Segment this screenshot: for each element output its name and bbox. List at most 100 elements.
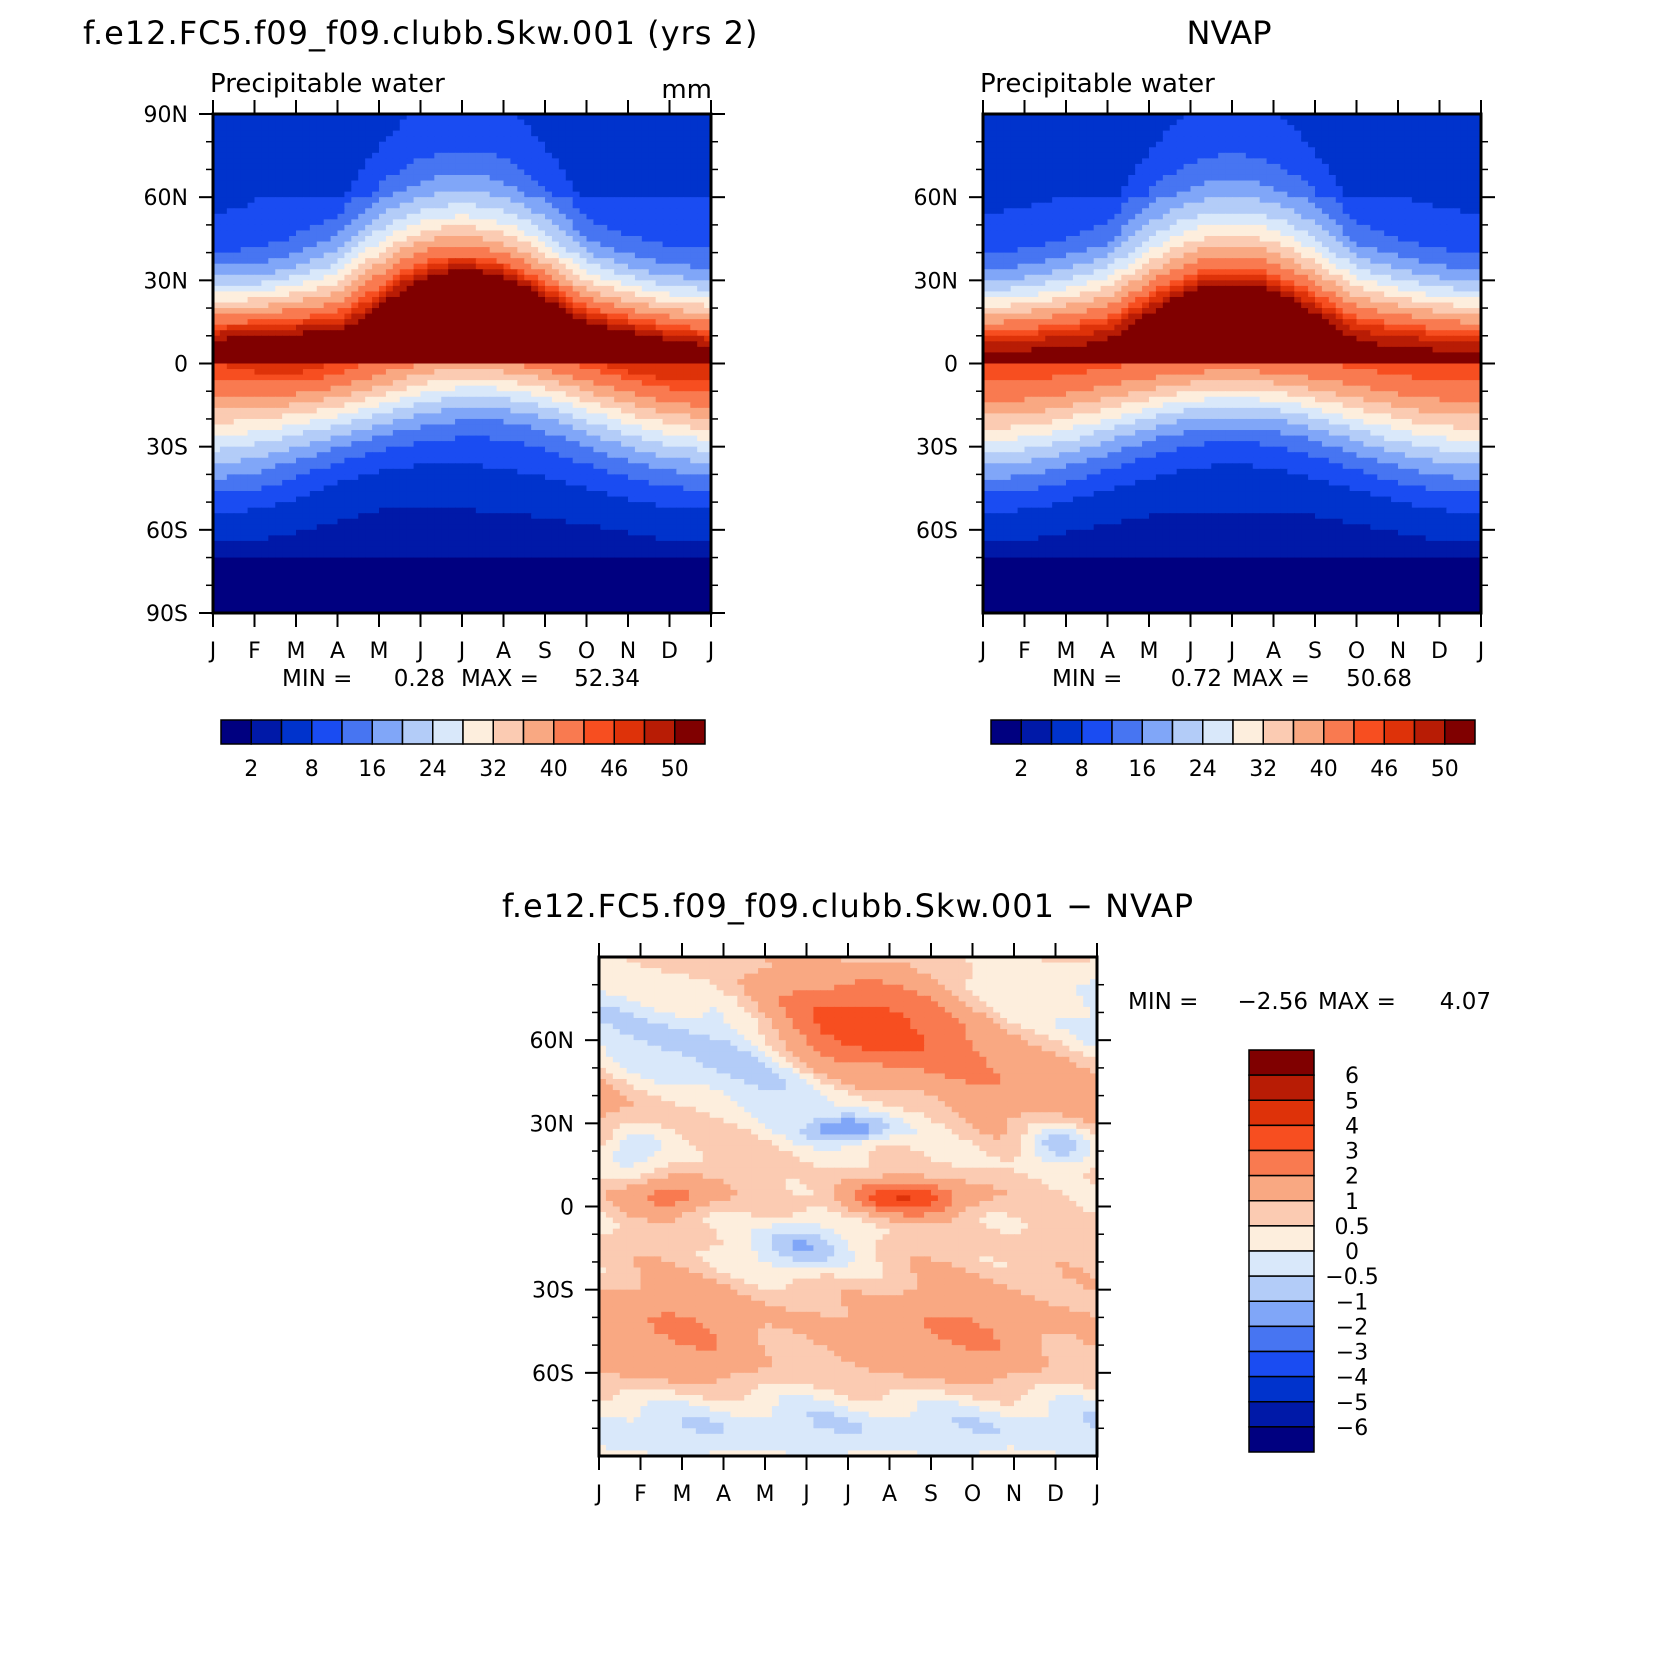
model-heatmap-cell xyxy=(676,364,684,370)
model-heatmap-cell xyxy=(462,458,470,464)
model-heatmap-cell xyxy=(531,164,539,170)
model-heatmap-cell xyxy=(573,153,581,159)
model-heatmap-cell xyxy=(524,192,532,198)
model-heatmap-cell xyxy=(358,485,366,491)
model-heatmap-cell xyxy=(538,375,546,381)
model-heatmap-cell xyxy=(552,291,560,297)
model-heatmap-cell xyxy=(441,208,449,214)
model-heatmap-cell xyxy=(358,458,366,464)
model-heatmap-cell xyxy=(607,430,615,436)
model-heatmap-cell xyxy=(421,369,429,375)
model-heatmap-cell xyxy=(261,375,269,381)
model-heatmap-cell xyxy=(448,341,456,347)
model-heatmap-cell xyxy=(490,436,498,442)
model-heatmap-cell xyxy=(663,469,671,475)
model-heatmap-cell xyxy=(552,192,560,198)
model-heatmap-cell xyxy=(331,158,339,164)
model-heatmap-cell xyxy=(656,369,664,375)
model-heatmap-cell xyxy=(372,291,380,297)
model-heatmap-cell xyxy=(441,452,449,458)
model-heatmap-cell xyxy=(379,386,387,392)
model-heatmap-cell xyxy=(261,169,269,175)
model-heatmap-cell xyxy=(587,375,595,381)
model-heatmap-cell xyxy=(407,225,415,231)
model-heatmap-cell xyxy=(441,319,449,325)
model-heatmap-cell xyxy=(628,341,636,347)
model-heatmap-cell xyxy=(573,325,581,331)
model-heatmap-cell xyxy=(393,258,401,264)
model-heatmap-cell xyxy=(566,147,574,153)
model-heatmap-cell xyxy=(234,258,242,264)
model-heatmap-cell xyxy=(628,208,636,214)
model-heatmap-cell xyxy=(455,430,463,436)
model-heatmap-cell xyxy=(331,197,339,203)
model-heatmap-cell xyxy=(676,297,684,303)
model-heatmap-cell xyxy=(331,314,339,320)
model-heatmap-cell xyxy=(566,375,574,381)
model-heatmap-cell xyxy=(600,197,608,203)
model-heatmap-cell xyxy=(344,364,352,370)
model-heatmap-cell xyxy=(234,308,242,314)
model-heatmap-cell xyxy=(517,214,525,220)
model-heatmap-cell xyxy=(317,436,325,442)
model-heatmap-cell xyxy=(573,242,581,248)
model-heatmap-cell xyxy=(524,203,532,209)
model-heatmap-cell xyxy=(255,491,263,497)
model-heatmap-cell xyxy=(614,203,622,209)
model-heatmap-cell xyxy=(545,480,553,486)
model-heatmap-cell xyxy=(580,325,588,331)
model-heatmap-cell xyxy=(407,142,415,148)
model-heatmap-cell xyxy=(372,286,380,292)
model-heatmap-cell xyxy=(289,264,297,270)
model-heatmap-cell xyxy=(407,297,415,303)
model-heatmap-cell xyxy=(607,225,615,231)
model-heatmap-cell xyxy=(510,175,518,181)
model-heatmap-cell xyxy=(628,424,636,430)
model-heatmap-cell xyxy=(261,419,269,425)
model-heatmap-cell xyxy=(476,291,484,297)
model-heatmap-cell xyxy=(386,186,394,192)
model-heatmap-cell xyxy=(434,336,442,342)
model-heatmap-cell xyxy=(386,136,394,142)
model-heatmap-cell xyxy=(248,369,256,375)
model-heatmap-cell xyxy=(414,303,422,309)
model-heatmap-cell xyxy=(234,142,242,148)
model-heatmap-cell xyxy=(490,347,498,353)
model-heatmap-cell xyxy=(220,197,228,203)
model-heatmap-cell xyxy=(663,413,671,419)
model-heatmap-cell xyxy=(220,391,228,397)
model-heatmap-cell xyxy=(566,413,574,419)
model-heatmap-cell xyxy=(441,474,449,480)
model-heatmap-cell xyxy=(448,131,456,137)
model-heatmap-cell xyxy=(393,203,401,209)
model-heatmap-cell xyxy=(524,236,532,242)
model-heatmap-cell xyxy=(607,230,615,236)
model-heatmap-cell xyxy=(573,452,581,458)
model-heatmap-cell xyxy=(642,136,650,142)
model-heatmap-cell xyxy=(358,336,366,342)
model-heatmap-cell xyxy=(434,208,442,214)
model-heatmap-cell xyxy=(600,253,608,259)
model-heatmap-cell xyxy=(310,291,318,297)
model-heatmap-cell xyxy=(490,336,498,342)
model-heatmap-cell xyxy=(317,413,325,419)
model-heatmap-cell xyxy=(538,169,546,175)
model-heatmap-cell xyxy=(338,397,346,403)
model-heatmap-cell xyxy=(310,264,318,270)
model-heatmap-cell xyxy=(587,308,595,314)
model-heatmap-cell xyxy=(400,430,408,436)
model-heatmap-cell xyxy=(656,436,664,442)
model-heatmap-cell xyxy=(621,230,629,236)
model-heatmap-cell xyxy=(248,341,256,347)
model-heatmap-cell xyxy=(600,264,608,270)
model-heatmap-cell xyxy=(656,158,664,164)
model-heatmap-cell xyxy=(414,375,422,381)
model-heatmap-cell xyxy=(497,447,505,453)
model-heatmap-cell xyxy=(358,325,366,331)
model-heatmap-cell xyxy=(469,203,477,209)
model-heatmap-cell xyxy=(531,341,539,347)
model-heatmap-cell xyxy=(566,358,574,364)
model-heatmap-cell xyxy=(400,291,408,297)
model-heatmap-cell xyxy=(656,347,664,353)
model-heatmap-cell xyxy=(241,291,249,297)
